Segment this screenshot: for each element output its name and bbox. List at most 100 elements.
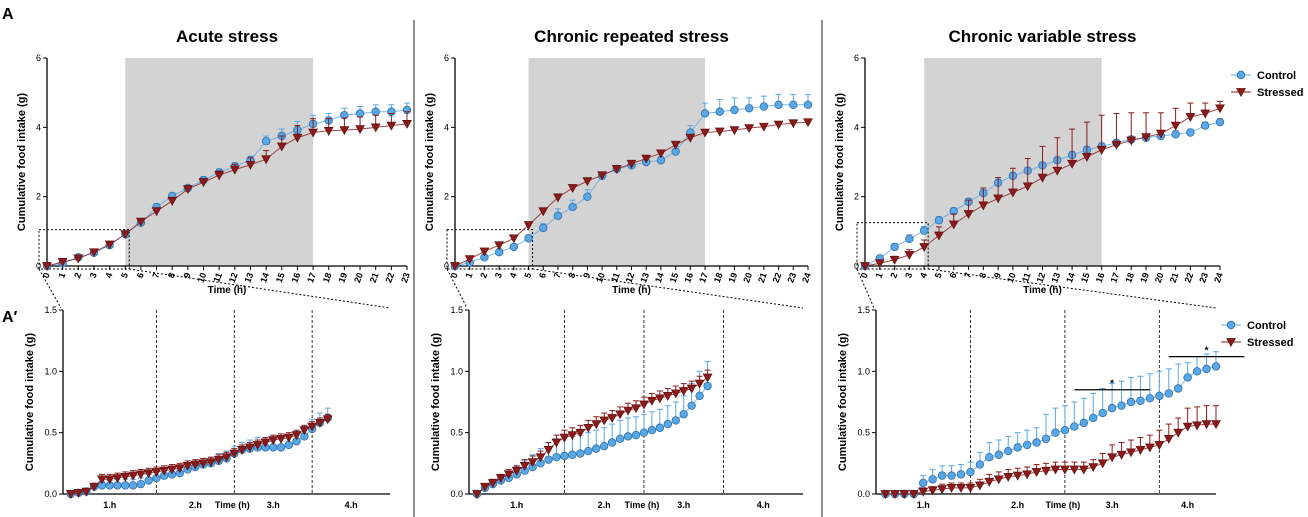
control-point [1174,384,1183,393]
control-point [121,481,130,490]
x-tick-label: 3 [493,271,504,279]
stressed-point [276,434,286,444]
legend: Control Stressed [1221,320,1293,349]
stressed-point [646,396,657,406]
x-tick-label: 8 [977,271,988,279]
stressed-point [860,262,870,272]
stressed-point [323,126,334,136]
stressed-point [299,426,310,436]
series-stressed [450,118,813,272]
y-tick-label: 2 [444,192,449,202]
stressed-point [1226,338,1236,348]
zoom-connector [928,268,1217,309]
hour-label: 3.h [1106,500,1119,510]
y-tick-label: 0.0 [44,489,57,499]
stressed-point [237,446,247,455]
stressed-point [1052,166,1063,176]
control-point [947,471,956,480]
stressed-point [803,118,813,128]
stressed-point [1008,188,1018,198]
control-point [934,216,944,225]
control-point [355,109,365,118]
control-point [1136,396,1145,405]
stressed-point [322,415,333,425]
hour-label: 3.h [267,500,280,510]
stressed-point [694,379,705,389]
x-tick-label: 16 [1094,271,1107,284]
stressed-point [1215,104,1225,114]
stressed-point [57,258,68,267]
control-point [1186,128,1195,137]
y-tick-label: 0.5 [450,428,463,438]
stressed-point [112,474,123,484]
control-point [607,438,617,447]
x-tick-label: 17 [697,271,710,284]
stressed-point [73,254,84,264]
stressed-point [714,127,725,137]
shaded-stress-period [528,58,706,266]
series-stressed [472,369,713,500]
stressed-point [104,240,115,250]
control-point [539,223,548,233]
x-tick-label: 13 [243,271,256,284]
control-point [1226,320,1236,330]
stressed-point [503,470,514,480]
x-tick-label: 2 [478,271,489,279]
stressed-point [1069,465,1080,475]
stressed-point [386,121,397,131]
stressed-point [880,490,891,500]
chart-title: Acute stress [176,27,278,46]
control-point [1201,121,1210,130]
x-tick-label: 7 [150,271,161,279]
y-tick-label: 1.0 [450,366,463,376]
significance-label: * [1205,346,1209,357]
y-tick-label: 6 [444,53,449,63]
y-axis-label: Cumulative food intake (g) [834,93,846,231]
control-point [1215,117,1225,127]
stressed-point [567,184,578,194]
stressed-point [927,486,938,496]
stressed-point [729,126,740,136]
stressed-point [1236,88,1246,98]
stressed-point [1096,146,1107,155]
stressed-point [523,221,534,231]
x-axis-label: Time (h) [215,500,250,510]
x-axis-label: Time (h) [625,500,660,510]
control-point [985,453,994,462]
control-point [759,102,769,111]
inset-region-box [446,229,534,270]
x-tick-label: 21 [368,271,381,284]
zoom-connector [446,268,468,309]
x-tick-label: 17 [1109,271,1122,284]
control-point [1060,426,1070,435]
control-point [599,441,609,451]
stressed-point [1012,471,1023,481]
stressed-point [89,248,99,258]
stressed-point [993,475,1004,485]
x-tick-label: 19 [336,271,349,284]
stressed-point [1003,473,1014,482]
shaded-stress-period [125,58,314,266]
y-tick-label: 1.0 [44,366,57,376]
series-control [66,407,332,499]
stressed-point [1192,421,1203,431]
stressed-point [245,160,256,170]
x-tick-label: 5 [119,271,130,279]
stressed-point [934,231,944,241]
control-point [671,416,680,425]
x-tick-label: 13 [1049,271,1062,284]
stressed-point [268,436,279,446]
control-point [655,423,665,432]
stressed-point [167,197,178,206]
control-point [1155,391,1164,401]
x-tick-label: 1 [874,271,885,279]
stressed-point [656,149,666,159]
stressed-point [221,453,232,463]
series-stressed [860,100,1225,272]
x-axis-label: Time (h) [1023,285,1062,296]
stressed-point [1111,140,1122,150]
control-point [1211,362,1221,371]
y-tick-label: 0.5 [857,428,870,438]
stressed-point [543,446,554,455]
x-tick-label: 18 [1123,271,1136,284]
